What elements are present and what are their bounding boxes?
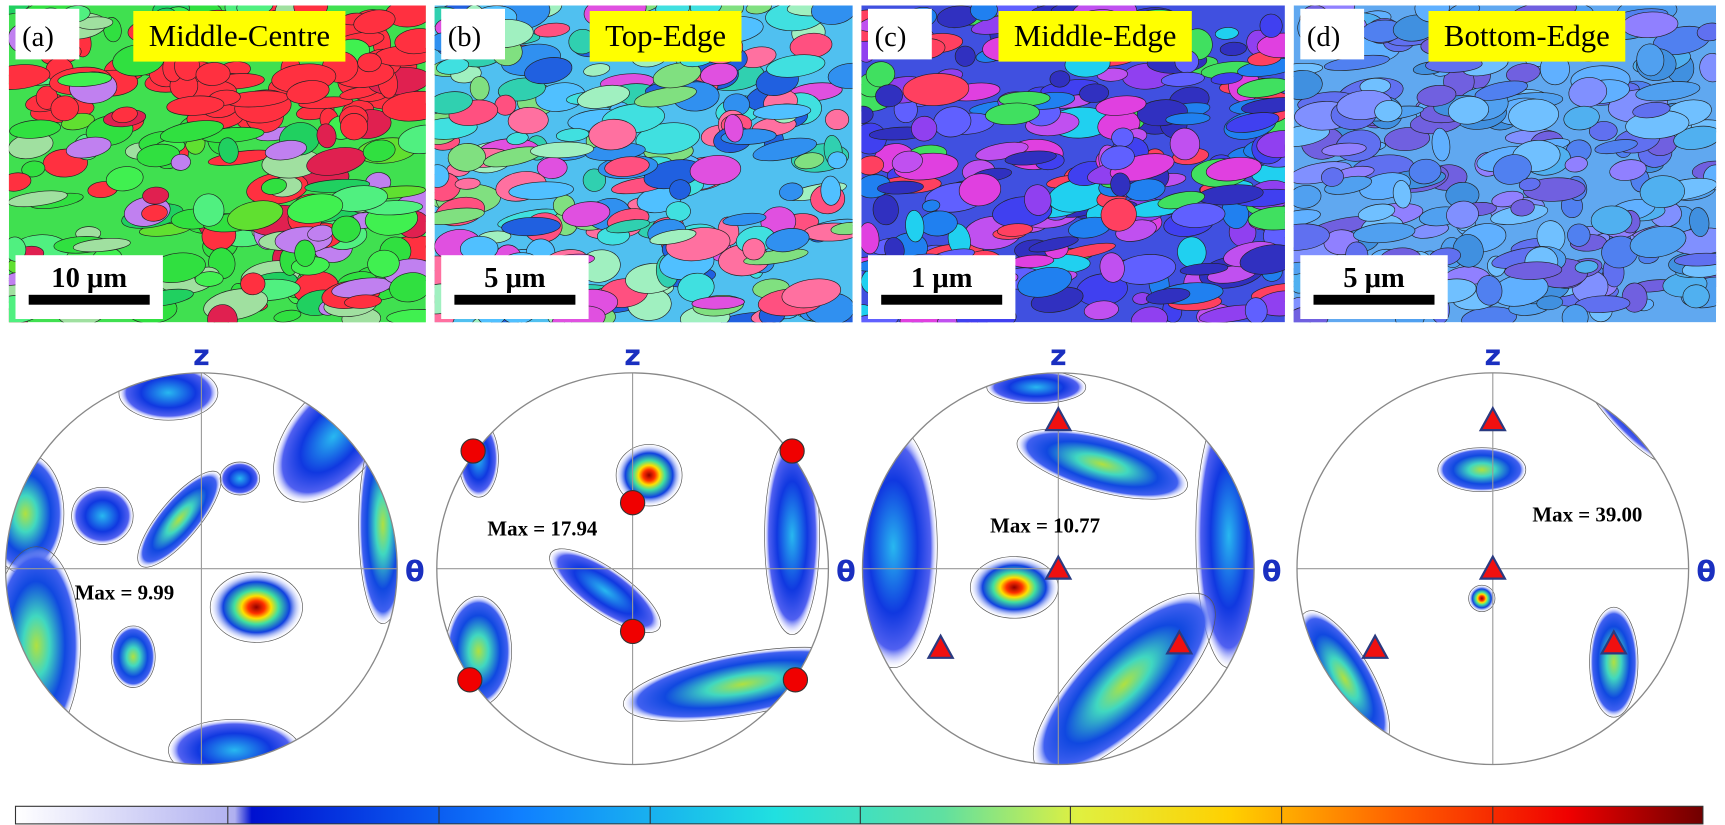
intensity-blob: [1438, 448, 1526, 492]
intensity-blob: [72, 487, 134, 544]
intensity-blob: [1469, 585, 1495, 611]
axis-theta: θ: [1696, 554, 1716, 588]
scale-bar: [1314, 295, 1435, 305]
scale-label: 5 μm: [484, 263, 546, 294]
panel-title: Middle-Centre: [149, 19, 330, 53]
intensity-blob: [849, 426, 937, 668]
pole-figure: [0, 349, 417, 781]
scale-label: 5 μm: [1343, 263, 1405, 294]
intensity-blob: [970, 557, 1058, 619]
scale-bar: [881, 295, 1002, 305]
axis-z: z: [1484, 338, 1501, 372]
intensity-blob: [1590, 607, 1638, 717]
marker: [783, 668, 807, 692]
pole-figure: [849, 371, 1262, 801]
axis-z: z: [193, 338, 210, 372]
marker: [461, 439, 485, 463]
scale-label: 1 μm: [911, 263, 973, 294]
panel-title: Middle-Edge: [1014, 19, 1177, 53]
panel-letter: (d): [1307, 22, 1340, 53]
scale-bar: [29, 295, 150, 305]
max-label: Max = 10.77: [990, 513, 1100, 537]
panel: (d) Bottom-Edge 5 μm Max = 39.00 z θ: [1267, 0, 1725, 764]
colorbar: [16, 806, 1703, 824]
max-label: Max = 9.99: [75, 580, 175, 604]
panel-title: Top-Edge: [605, 19, 726, 53]
panel: (b) Top-Edge 5 μm Max = 17.94 z θ: [412, 0, 875, 764]
intensity-blob: [210, 572, 302, 642]
max-label: Max = 39.00: [1532, 502, 1642, 526]
marker: [621, 491, 645, 515]
axis-z: z: [1050, 338, 1067, 372]
marker: [780, 439, 804, 463]
intensity-blob: [765, 437, 820, 635]
axis-theta: θ: [405, 554, 425, 588]
panel-letter: (b): [448, 22, 481, 53]
scale-label: 10 μm: [51, 263, 127, 294]
axis-z: z: [624, 338, 641, 372]
panel-letter: (a): [22, 22, 54, 53]
scale-bar: [454, 295, 575, 305]
marker: [458, 668, 482, 692]
intensity-blob: [168, 719, 300, 781]
figure: (a) Middle-Centre 10 μm Max = 9.99 z θ (b) Top-…: [0, 0, 1725, 825]
intensity-blob: [111, 626, 155, 688]
axis-theta: θ: [836, 554, 856, 588]
panel: (c) Middle-Edge 1 μm Max = 10.77 z θ: [839, 0, 1318, 801]
max-label: Max = 17.94: [487, 517, 598, 541]
intensity-blob: [359, 426, 407, 624]
panel: (a) Middle-Centre 10 μm Max = 9.99 z θ: [0, 0, 456, 781]
intensity-blob: [987, 371, 1086, 404]
pole-figure: [1282, 331, 1691, 765]
intensity-blob: [220, 462, 260, 495]
axis-theta: θ: [1262, 554, 1282, 588]
panel-title: Bottom-Edge: [1444, 19, 1610, 53]
panel-letter: (c): [875, 22, 907, 53]
marker: [621, 619, 645, 643]
